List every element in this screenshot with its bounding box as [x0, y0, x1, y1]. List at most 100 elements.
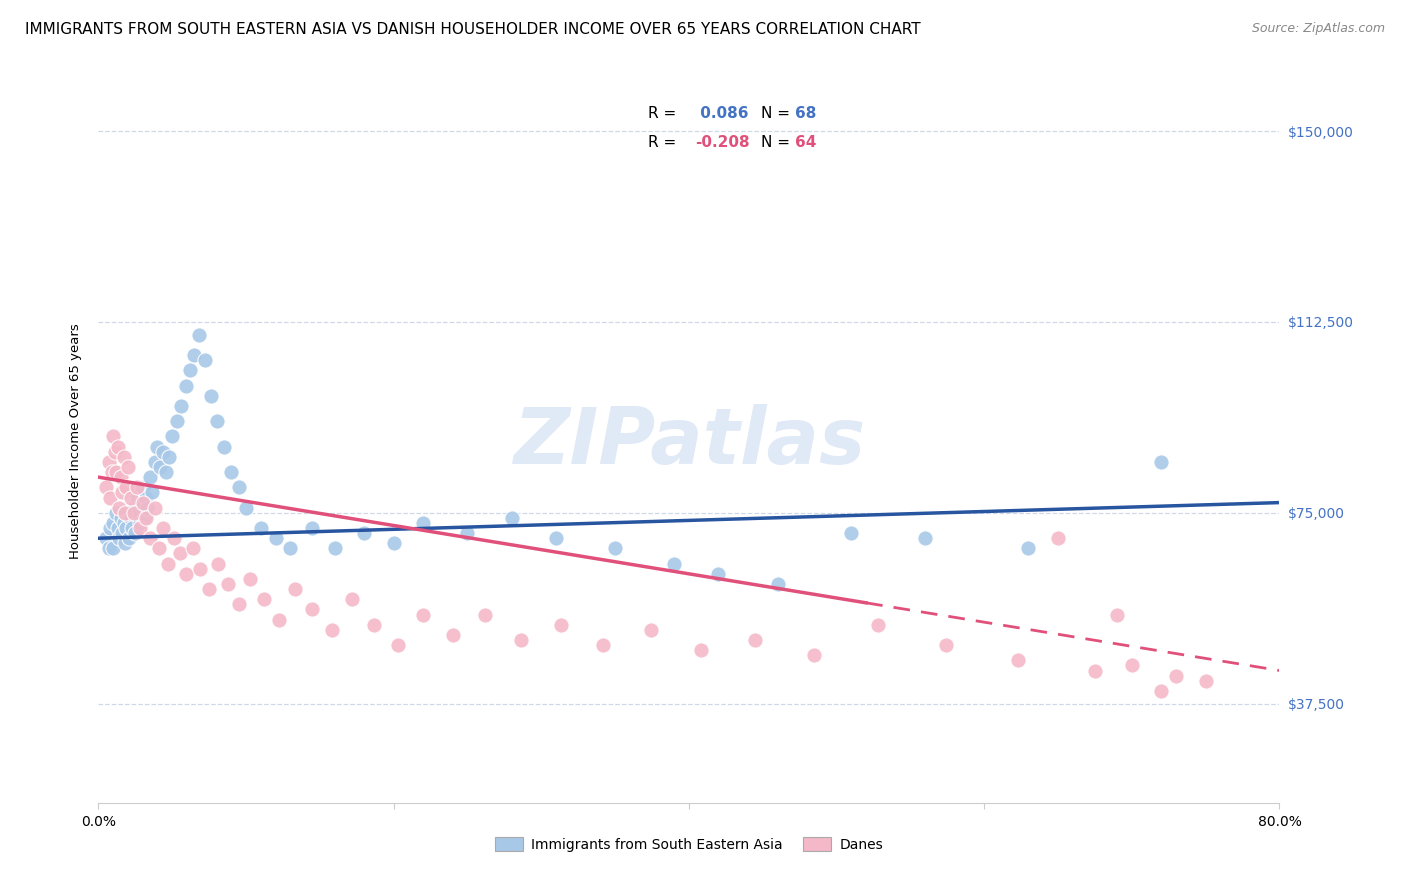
- Point: [146, 440, 169, 454]
- Point: [387, 638, 409, 652]
- Point: [139, 470, 162, 484]
- Point: [132, 480, 155, 494]
- Point: [342, 592, 364, 607]
- Point: [128, 521, 150, 535]
- Point: [127, 491, 149, 505]
- Point: [152, 444, 174, 458]
- Point: [1107, 607, 1129, 622]
- Point: [221, 465, 243, 479]
- Point: [108, 531, 131, 545]
- Point: [122, 500, 145, 515]
- Point: [605, 541, 627, 556]
- Point: [111, 485, 134, 500]
- Point: [115, 521, 138, 535]
- Text: ZIPatlas: ZIPatlas: [513, 403, 865, 480]
- Point: [135, 511, 157, 525]
- Point: [841, 526, 863, 541]
- Text: 68: 68: [796, 105, 817, 120]
- Point: [163, 531, 186, 545]
- Point: [121, 521, 143, 535]
- Point: [441, 628, 464, 642]
- Point: [707, 566, 730, 581]
- Point: [136, 500, 159, 515]
- Point: [640, 623, 662, 637]
- Point: [157, 450, 180, 464]
- Point: [103, 429, 125, 443]
- Point: [546, 531, 568, 545]
- Point: [128, 516, 150, 530]
- Point: [188, 562, 211, 576]
- Point: [1195, 673, 1218, 688]
- Point: [412, 607, 434, 622]
- Point: [412, 516, 434, 530]
- Point: [120, 491, 142, 505]
- Text: -0.208: -0.208: [695, 136, 749, 150]
- Point: [253, 592, 276, 607]
- Point: [457, 526, 479, 541]
- Text: 0.086: 0.086: [695, 105, 748, 120]
- Point: [105, 506, 128, 520]
- Point: [169, 546, 191, 560]
- Point: [250, 521, 273, 535]
- Point: [148, 541, 170, 556]
- Point: [149, 460, 172, 475]
- Point: [284, 582, 307, 596]
- Point: [217, 577, 239, 591]
- Point: [103, 516, 125, 530]
- Point: [170, 399, 193, 413]
- Text: N =: N =: [761, 136, 794, 150]
- Point: [117, 506, 139, 520]
- Point: [107, 521, 129, 535]
- Point: [207, 557, 229, 571]
- Point: [550, 617, 572, 632]
- Point: [135, 491, 157, 505]
- Text: IMMIGRANTS FROM SOUTH EASTERN ASIA VS DANISH HOUSEHOLDER INCOME OVER 65 YEARS CO: IMMIGRANTS FROM SOUTH EASTERN ASIA VS DA…: [25, 22, 921, 37]
- Point: [1150, 455, 1173, 469]
- Point: [1121, 658, 1143, 673]
- Point: [239, 572, 262, 586]
- Point: [363, 617, 385, 632]
- Point: [103, 541, 125, 556]
- Point: [200, 389, 222, 403]
- Point: [112, 516, 135, 530]
- Point: [174, 566, 197, 581]
- Point: [205, 414, 228, 428]
- Point: [228, 598, 250, 612]
- Point: [198, 582, 221, 596]
- Point: [194, 353, 217, 368]
- Point: [124, 526, 146, 541]
- Point: [134, 511, 156, 525]
- Point: [264, 531, 287, 545]
- Point: [914, 531, 936, 545]
- Text: R =: R =: [648, 105, 681, 120]
- Text: N =: N =: [761, 105, 794, 120]
- Point: [689, 643, 711, 657]
- Point: [105, 465, 128, 479]
- Point: [181, 541, 204, 556]
- Point: [155, 465, 177, 479]
- Point: [474, 607, 496, 622]
- Point: [162, 429, 183, 443]
- Point: [166, 414, 188, 428]
- Point: [187, 327, 209, 342]
- Point: [112, 450, 135, 464]
- Point: [156, 557, 179, 571]
- Text: R =: R =: [648, 136, 681, 150]
- Point: [110, 470, 132, 484]
- Point: [228, 480, 250, 494]
- Point: [744, 632, 766, 647]
- Point: [664, 557, 686, 571]
- Point: [114, 536, 136, 550]
- Text: Source: ZipAtlas.com: Source: ZipAtlas.com: [1251, 22, 1385, 36]
- Point: [235, 500, 257, 515]
- Y-axis label: Householder Income Over 65 years: Householder Income Over 65 years: [69, 324, 83, 559]
- Point: [117, 460, 139, 475]
- Point: [323, 541, 346, 556]
- Point: [803, 648, 825, 663]
- Point: [100, 465, 122, 479]
- Point: [114, 506, 136, 520]
- Point: [125, 506, 148, 520]
- Point: [120, 511, 142, 525]
- Point: [301, 602, 323, 616]
- Point: [104, 444, 127, 458]
